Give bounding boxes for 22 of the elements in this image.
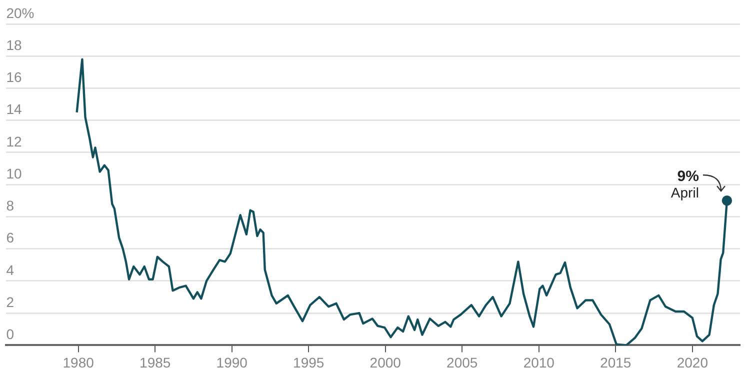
x-tick-label: 2005 bbox=[446, 354, 478, 370]
y-tick-label: 0 bbox=[6, 326, 14, 342]
x-tick-label: 2015 bbox=[600, 354, 632, 370]
y-tick-label: 8 bbox=[6, 198, 14, 214]
y-tick-label: 10 bbox=[6, 165, 22, 182]
y-tick-label: 6 bbox=[6, 230, 14, 246]
x-tick-label: 1985 bbox=[140, 354, 171, 370]
x-tick-label: 2020 bbox=[676, 354, 708, 370]
y-tick-label: 20% bbox=[6, 4, 34, 21]
x-tick-label: 1995 bbox=[293, 354, 324, 370]
x-tick-label: 1980 bbox=[62, 354, 94, 370]
annotation: April bbox=[670, 184, 699, 201]
y-tick-label: 4 bbox=[6, 262, 14, 278]
y-tick-label: 12 bbox=[6, 133, 22, 150]
annotation: 9% bbox=[677, 168, 699, 185]
y-tick-label: 2 bbox=[6, 294, 14, 310]
x-tick-label: 1990 bbox=[216, 354, 248, 370]
x-tick-label: 2010 bbox=[523, 354, 555, 370]
y-tick-label: 14 bbox=[6, 101, 22, 118]
y-tick-label: 18 bbox=[6, 36, 22, 53]
y-tick-label: 16 bbox=[6, 69, 22, 86]
x-tick-label: 2000 bbox=[370, 354, 402, 370]
